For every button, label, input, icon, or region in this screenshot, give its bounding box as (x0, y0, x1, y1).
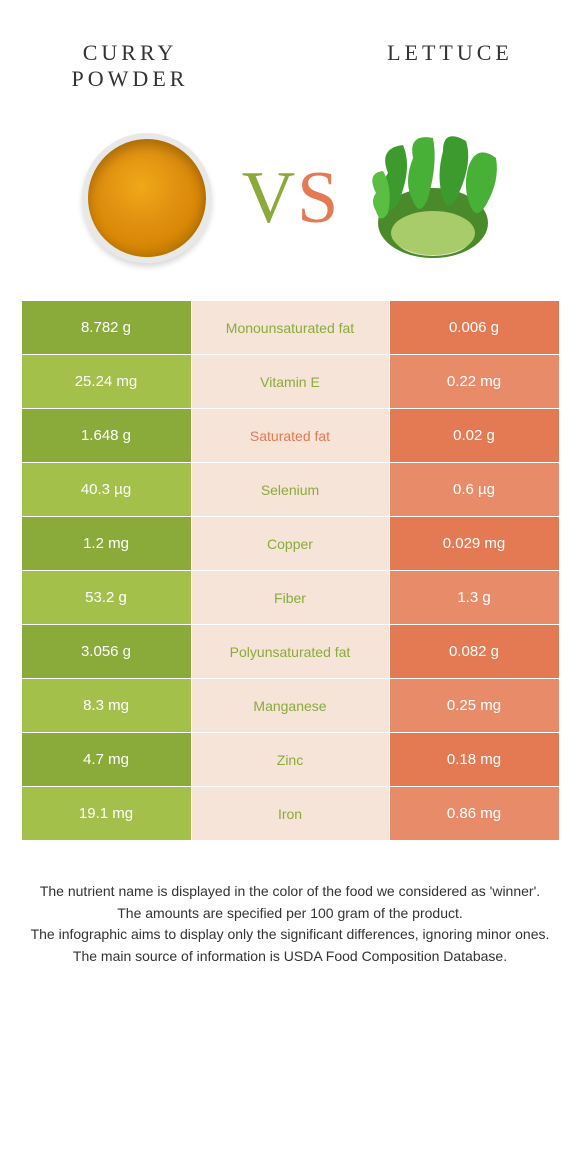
value-left: 4.7 mg (21, 733, 191, 787)
table-row: 40.3 µgSelenium0.6 µg (21, 463, 559, 517)
value-left: 1.2 mg (21, 517, 191, 571)
nutrient-label: Selenium (191, 463, 389, 517)
nutrient-label: Copper (191, 517, 389, 571)
nutrient-label: Fiber (191, 571, 389, 625)
table-row: 25.24 mgVitamin E0.22 mg (21, 355, 559, 409)
nutrient-label: Monounsaturated fat (191, 301, 389, 355)
note-line: The main source of information is USDA F… (73, 948, 507, 964)
table-row: 53.2 gFiber1.3 g (21, 571, 559, 625)
table-row: 4.7 mgZinc0.18 mg (21, 733, 559, 787)
footer-notes: The nutrient name is displayed in the co… (0, 881, 580, 1008)
nutrient-label: Vitamin E (191, 355, 389, 409)
title-left: CURRY POWDER (40, 40, 220, 92)
table-row: 3.056 gPolyunsaturated fat0.082 g (21, 625, 559, 679)
value-left: 40.3 µg (21, 463, 191, 517)
value-left: 19.1 mg (21, 787, 191, 841)
vs-v-letter: V (242, 161, 295, 235)
value-right: 0.86 mg (389, 787, 559, 841)
value-left: 53.2 g (21, 571, 191, 625)
nutrient-label: Zinc (191, 733, 389, 787)
value-left: 25.24 mg (21, 355, 191, 409)
vs-label: VS (242, 161, 339, 235)
table-body: 8.782 gMonounsaturated fat0.006 g25.24 m… (21, 301, 559, 841)
value-right: 1.3 g (389, 571, 559, 625)
note-line: The nutrient name is displayed in the co… (40, 883, 540, 899)
note-line: The amounts are specified per 100 gram o… (117, 905, 463, 921)
value-right: 0.082 g (389, 625, 559, 679)
value-left: 8.782 g (21, 301, 191, 355)
table-row: 8.3 mgManganese0.25 mg (21, 679, 559, 733)
vs-s-letter: S (297, 161, 338, 235)
table-row: 1.2 mgCopper0.029 mg (21, 517, 559, 571)
nutrient-label: Saturated fat (191, 409, 389, 463)
value-right: 0.22 mg (389, 355, 559, 409)
note-line: The infographic aims to display only the… (31, 926, 550, 942)
nutrient-label: Iron (191, 787, 389, 841)
curry-bowl-icon (82, 133, 212, 263)
value-right: 0.029 mg (389, 517, 559, 571)
title-right: LETTUCE (360, 40, 540, 66)
table-row: 8.782 gMonounsaturated fat0.006 g (21, 301, 559, 355)
table-row: 19.1 mgIron0.86 mg (21, 787, 559, 841)
lettuce-image (353, 130, 513, 265)
value-left: 3.056 g (21, 625, 191, 679)
value-right: 0.006 g (389, 301, 559, 355)
images-row: VS (0, 130, 580, 265)
lettuce-icon (358, 133, 508, 263)
value-right: 0.25 mg (389, 679, 559, 733)
value-left: 8.3 mg (21, 679, 191, 733)
curry-image (67, 130, 227, 265)
table-row: 1.648 gSaturated fat0.02 g (21, 409, 559, 463)
value-right: 0.02 g (389, 409, 559, 463)
value-right: 0.18 mg (389, 733, 559, 787)
nutrient-label: Polyunsaturated fat (191, 625, 389, 679)
nutrient-label: Manganese (191, 679, 389, 733)
infographic-container: CURRY POWDER LETTUCE VS (0, 0, 580, 1008)
value-right: 0.6 µg (389, 463, 559, 517)
comparison-table: 8.782 gMonounsaturated fat0.006 g25.24 m… (21, 300, 560, 841)
value-left: 1.648 g (21, 409, 191, 463)
header: CURRY POWDER LETTUCE VS (0, 0, 580, 300)
